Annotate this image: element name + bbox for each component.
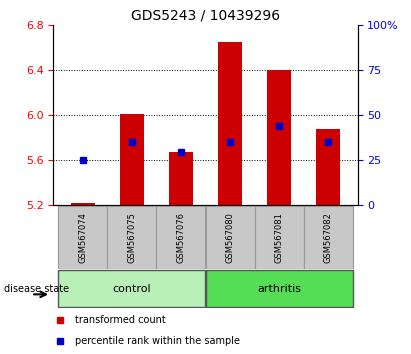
Text: arthritis: arthritis: [257, 284, 301, 293]
Bar: [169, 152, 193, 205]
Bar: [58, 270, 206, 307]
Text: percentile rank within the sample: percentile rank within the sample: [75, 336, 240, 346]
Bar: [316, 129, 340, 205]
Bar: [157, 206, 206, 269]
Bar: [206, 270, 353, 307]
Bar: [107, 206, 157, 269]
Bar: [71, 203, 95, 205]
Bar: [254, 206, 304, 269]
Text: GSM567075: GSM567075: [127, 212, 136, 263]
Text: GSM567074: GSM567074: [79, 212, 88, 263]
Bar: [267, 70, 291, 205]
Title: GDS5243 / 10439296: GDS5243 / 10439296: [131, 8, 280, 22]
Bar: [120, 114, 144, 205]
Bar: [206, 206, 254, 269]
Bar: [218, 42, 242, 205]
Text: control: control: [113, 284, 151, 293]
Text: transformed count: transformed count: [75, 315, 166, 325]
Text: GSM567081: GSM567081: [275, 212, 284, 263]
Text: GSM567076: GSM567076: [176, 212, 185, 263]
Text: GSM567080: GSM567080: [226, 212, 235, 263]
Bar: [304, 206, 353, 269]
Text: disease state: disease state: [4, 284, 69, 293]
Bar: [58, 206, 107, 269]
Text: GSM567082: GSM567082: [323, 212, 332, 263]
